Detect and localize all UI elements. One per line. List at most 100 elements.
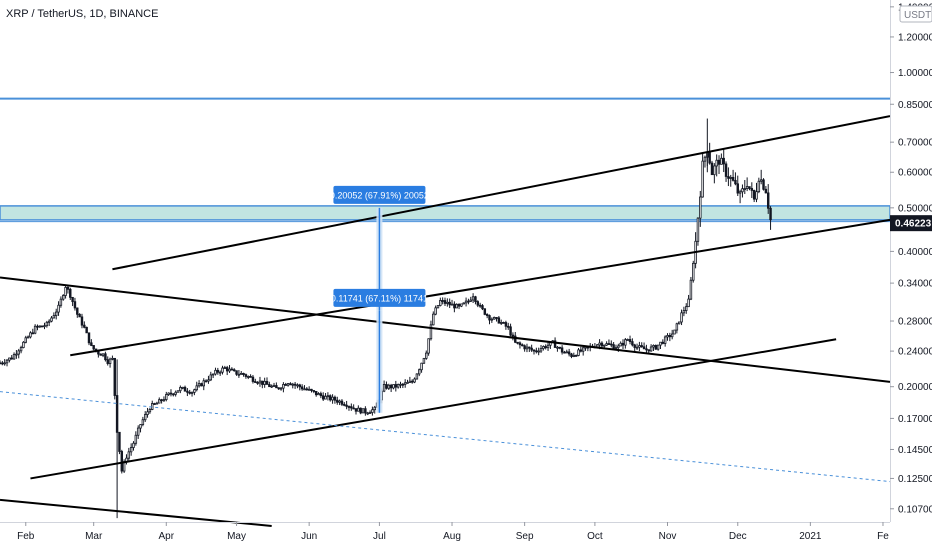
candle-body bbox=[254, 381, 257, 383]
candle-body bbox=[511, 334, 515, 337]
price-tick-label: 1.20000 bbox=[898, 32, 932, 43]
trendline[interactable] bbox=[30, 338, 837, 480]
candle-body bbox=[183, 386, 187, 392]
candle bbox=[331, 394, 334, 404]
candle bbox=[371, 406, 374, 416]
candle bbox=[677, 321, 681, 325]
time-axis[interactable]: Feb Mar Apr May Jun Jul Aug Sep Oct Nov Dec 2021 Fe bbox=[0, 522, 890, 542]
candle bbox=[708, 142, 711, 165]
candle-body bbox=[99, 353, 102, 356]
currency-button[interactable] bbox=[899, 5, 932, 23]
candle bbox=[745, 177, 749, 192]
candle bbox=[244, 373, 248, 379]
candle-body bbox=[146, 411, 149, 415]
candle-body bbox=[490, 318, 494, 321]
candle bbox=[703, 155, 707, 168]
candle bbox=[118, 431, 121, 455]
candle-body bbox=[317, 393, 320, 396]
candle bbox=[764, 186, 768, 194]
candle bbox=[69, 287, 72, 300]
candle-body bbox=[118, 431, 121, 452]
candle-body bbox=[659, 341, 662, 346]
trendline[interactable] bbox=[70, 218, 891, 357]
measure-label: 0.11741 (67.11%) 11741 bbox=[331, 293, 428, 303]
candle-body bbox=[190, 391, 194, 394]
trendline[interactable] bbox=[0, 276, 891, 383]
candle bbox=[645, 344, 648, 353]
candle-body bbox=[544, 346, 547, 349]
candle-body bbox=[195, 385, 198, 391]
candle bbox=[265, 377, 269, 385]
candle bbox=[396, 383, 400, 389]
candle bbox=[92, 345, 95, 351]
candle-body bbox=[251, 376, 255, 382]
candle-body bbox=[401, 383, 405, 386]
candle-body bbox=[141, 419, 145, 425]
candle-body bbox=[92, 345, 95, 350]
measure-layer[interactable]: 0.20052 (67.91%) 20052 0.11741 (67.11%) 1… bbox=[330, 185, 429, 413]
price-range-measure[interactable]: 0.11741 (67.11%) 11741 bbox=[331, 288, 428, 413]
candle-body bbox=[474, 296, 477, 302]
candle bbox=[413, 377, 416, 384]
candle-body bbox=[598, 342, 601, 346]
candle-body bbox=[265, 380, 269, 385]
candle bbox=[663, 335, 667, 347]
price-range-measure[interactable]: 0.20052 (67.91%) 20052 bbox=[330, 185, 429, 311]
support-zone[interactable] bbox=[0, 205, 891, 221]
candle bbox=[710, 160, 714, 176]
candle-body bbox=[516, 341, 519, 344]
candle-body bbox=[605, 343, 608, 346]
candle-body bbox=[434, 307, 437, 315]
candle-body bbox=[90, 342, 93, 346]
candle bbox=[214, 367, 217, 376]
candle-body bbox=[450, 303, 454, 306]
candle-body bbox=[680, 312, 683, 323]
candle-body bbox=[617, 345, 620, 349]
trendline[interactable] bbox=[0, 498, 272, 527]
candle-body bbox=[104, 353, 107, 361]
candle-body bbox=[685, 306, 688, 311]
price-axis[interactable]: 0.10700 0.12500 0.14500 0.17000 0.20000 0.240… bbox=[890, 0, 932, 550]
candle-body bbox=[85, 326, 88, 334]
candle-body bbox=[724, 163, 728, 177]
time-tick-label: Fe bbox=[877, 531, 889, 542]
candle-body bbox=[366, 412, 369, 415]
candle-body bbox=[504, 322, 508, 327]
candle-body bbox=[663, 336, 667, 344]
candle bbox=[532, 349, 536, 355]
candle-body bbox=[40, 325, 44, 328]
candle bbox=[261, 380, 264, 389]
candle-body bbox=[319, 393, 323, 397]
candle-body bbox=[722, 157, 725, 165]
trendline[interactable] bbox=[112, 115, 891, 271]
candle-body bbox=[216, 369, 220, 373]
candle bbox=[736, 175, 739, 196]
candle bbox=[633, 343, 636, 352]
candle bbox=[694, 232, 697, 269]
trendline-layer[interactable] bbox=[0, 115, 891, 527]
candle-body bbox=[577, 349, 580, 356]
candle bbox=[113, 357, 116, 400]
candle bbox=[242, 372, 245, 377]
candle bbox=[345, 400, 348, 410]
candle-body bbox=[143, 414, 147, 421]
candle bbox=[153, 402, 156, 405]
candle-body bbox=[762, 179, 765, 190]
candle-body bbox=[523, 345, 526, 350]
dashed-trendline[interactable] bbox=[0, 391, 891, 483]
candle-body bbox=[134, 434, 138, 444]
candle-body bbox=[113, 357, 116, 396]
candle bbox=[193, 388, 196, 396]
candle bbox=[731, 169, 735, 182]
candle-body bbox=[331, 396, 334, 401]
candle-body bbox=[521, 344, 524, 347]
candle bbox=[247, 375, 250, 380]
candle-body bbox=[66, 287, 70, 290]
candle bbox=[29, 331, 32, 339]
candle bbox=[692, 260, 695, 283]
candle bbox=[90, 339, 93, 347]
candle bbox=[392, 384, 395, 390]
candle bbox=[300, 384, 304, 391]
